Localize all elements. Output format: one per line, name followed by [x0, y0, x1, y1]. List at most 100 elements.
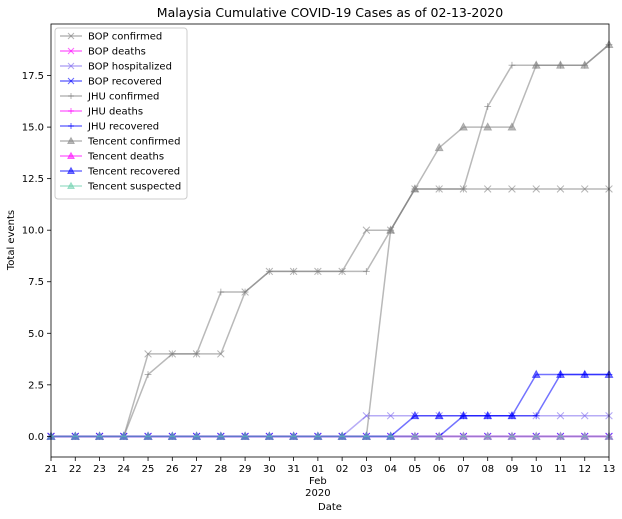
data-point [337, 431, 347, 440]
data-point [484, 103, 492, 110]
data-point [556, 412, 565, 420]
data-point [95, 431, 104, 440]
data-point [119, 431, 129, 440]
x-tick-label: 27 [190, 464, 203, 475]
data-point [434, 410, 444, 420]
series-tencent-recovered [46, 369, 614, 440]
x-tick-month-label: Feb [309, 476, 327, 487]
data-point [216, 431, 226, 440]
chart-title: Malaysia Cumulative COVID-19 Cases as of… [157, 5, 503, 20]
data-point [556, 431, 565, 440]
legend-label: Tencent deaths [87, 152, 164, 163]
data-point [532, 185, 540, 193]
data-point [508, 185, 516, 193]
legend-entry: Tencent confirmed [60, 137, 180, 148]
data-point [386, 431, 396, 440]
legend-marker [67, 32, 75, 40]
y-tick-label: 15.0 [22, 123, 44, 134]
legend-entry: Tencent recovered [60, 167, 180, 178]
data-point [580, 431, 590, 440]
x-tick-label: 10 [530, 464, 543, 475]
legend-label: BOP confirmed [88, 32, 162, 43]
x-tick-label: 05 [409, 464, 422, 475]
legend-label: JHU confirmed [87, 92, 159, 103]
series-tencent-suspected [46, 431, 614, 440]
y-tick-label: 5.0 [28, 329, 44, 340]
legend: BOP confirmed BOP deaths BOP hospitalized B… [54, 27, 188, 200]
x-tick-label: 29 [239, 464, 252, 475]
data-point [410, 184, 420, 193]
data-point [483, 122, 493, 131]
data-point [386, 412, 395, 420]
data-point [314, 268, 322, 275]
data-point [483, 431, 493, 440]
data-point [580, 185, 589, 193]
data-point [265, 268, 273, 275]
x-tick-label: 25 [142, 464, 155, 475]
data-point [144, 371, 152, 378]
data-point [70, 431, 80, 440]
x-tick-label: 13 [603, 464, 616, 475]
y-tick-label: 0.0 [28, 432, 44, 443]
data-point [362, 268, 370, 275]
data-point [531, 431, 541, 440]
legend-frame [54, 27, 188, 200]
legend-entry: JHU deaths [60, 107, 143, 118]
legend-label: Tencent recovered [87, 167, 180, 178]
legend-label: Tencent suspected [87, 182, 181, 193]
legend-label: JHU deaths [87, 107, 143, 118]
legend-marker [68, 123, 74, 129]
legend-entry: BOP recovered [60, 77, 162, 88]
legend-entry: BOP confirmed [60, 32, 162, 43]
y-tick-label: 10.0 [22, 226, 44, 237]
data-point [240, 431, 250, 440]
data-point [264, 431, 274, 440]
legend-marker [67, 62, 75, 70]
legend-marker [67, 181, 75, 190]
x-tick-label: 24 [117, 464, 130, 475]
data-point [167, 431, 177, 440]
x-tick-label: 07 [457, 464, 470, 475]
x-tick-label: 03 [360, 464, 373, 475]
plot-frame [50, 23, 610, 458]
legend-entry: JHU recovered [60, 122, 159, 133]
legend-label: JHU recovered [87, 122, 159, 133]
data-point [458, 410, 468, 420]
x-tick-label: 22 [69, 464, 82, 475]
data-point [458, 431, 468, 440]
data-point [241, 288, 249, 296]
x-axis: 21 22 23 24 25 26 27 28 29 30 31 01 02 03 04 05 06 07 08 09… [45, 457, 616, 499]
data-point [434, 142, 444, 152]
data-point [532, 412, 540, 420]
legend-label: BOP hospitalized [88, 62, 172, 73]
data-point [556, 185, 565, 193]
x-tick-label: 01 [312, 464, 325, 475]
data-point [410, 431, 420, 440]
legend-label: BOP recovered [88, 77, 162, 88]
legend-entry: Tencent deaths [60, 152, 164, 163]
data-point [217, 288, 225, 296]
legend-marker [67, 77, 75, 85]
y-tick-label: 12.5 [22, 174, 44, 185]
y-tick-label: 2.5 [28, 380, 44, 391]
legend-entry: BOP deaths [60, 47, 146, 58]
data-point [289, 431, 299, 440]
data-point [556, 369, 565, 378]
data-point [460, 185, 467, 193]
data-point [338, 268, 346, 275]
y-tick-label: 17.5 [22, 71, 44, 82]
data-point [192, 431, 202, 440]
data-point [290, 268, 298, 275]
data-point [168, 350, 176, 358]
data-point [435, 185, 443, 193]
data-point [507, 431, 517, 440]
data-point [362, 226, 371, 234]
data-point [458, 122, 468, 131]
series-line [51, 415, 609, 438]
data-point [483, 185, 492, 193]
x-tick-label: 23 [93, 464, 106, 475]
x-tick-label: 28 [214, 464, 227, 475]
legend-label: BOP deaths [88, 47, 146, 58]
legend-marker [68, 108, 74, 114]
